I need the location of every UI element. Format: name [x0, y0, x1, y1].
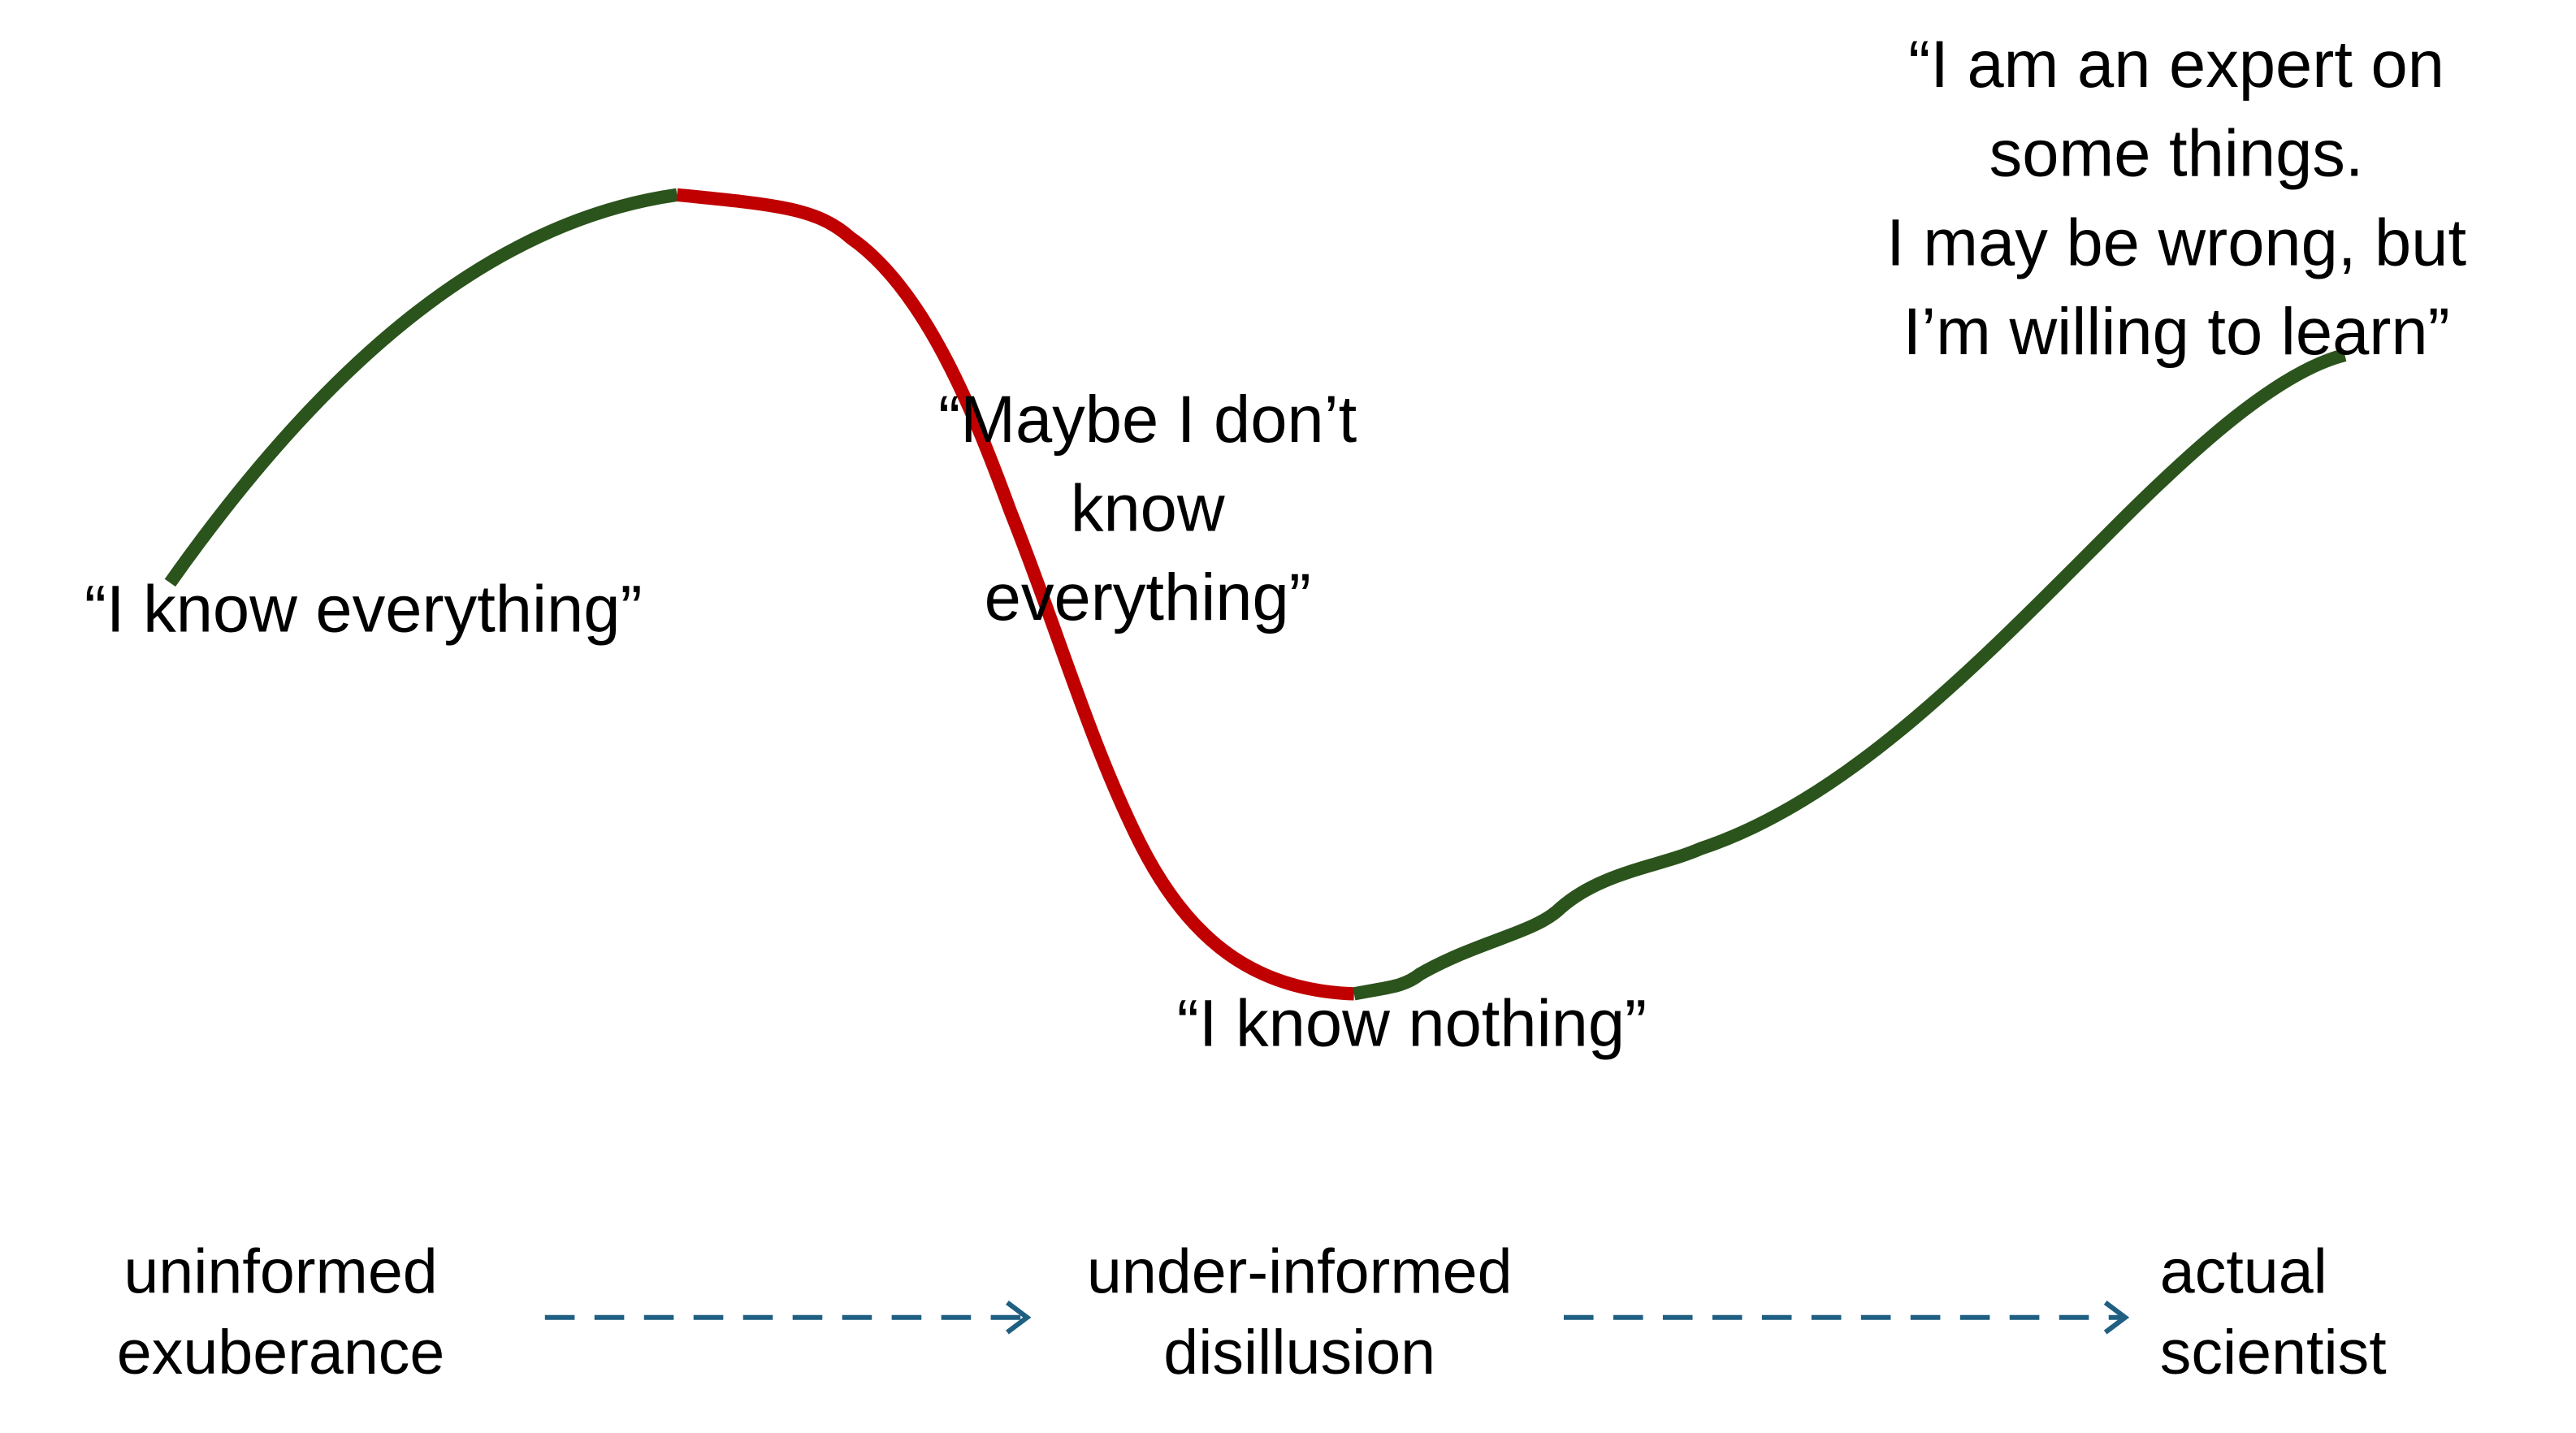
quote: “I know nothing” — [1177, 987, 1647, 1061]
quote: some things. — [1989, 117, 2364, 191]
quote: everything” — [985, 561, 1311, 634]
quote: “I am an expert on — [1908, 28, 2444, 102]
stage-label: scientist — [2160, 1318, 2387, 1388]
curve-fall — [676, 188, 1355, 1001]
quote: I’m willing to learn” — [1903, 295, 2450, 369]
stage-label: actual — [2160, 1236, 2327, 1306]
stage-label: exuberance — [117, 1318, 445, 1388]
stage-label: uninformed — [123, 1236, 437, 1306]
stage-label: under-informed — [1087, 1236, 1513, 1306]
curve-rise — [164, 188, 678, 587]
quote: know — [1071, 472, 1225, 546]
stage-label: disillusion — [1163, 1318, 1435, 1388]
quote: “Maybe I don’t — [938, 383, 1357, 457]
quote: I may be wrong, but — [1886, 206, 2466, 279]
arrow — [1563, 1301, 2130, 1335]
curve-recover — [1353, 349, 2347, 1001]
quote: “I know everything” — [84, 572, 643, 646]
arrow — [544, 1301, 1032, 1335]
